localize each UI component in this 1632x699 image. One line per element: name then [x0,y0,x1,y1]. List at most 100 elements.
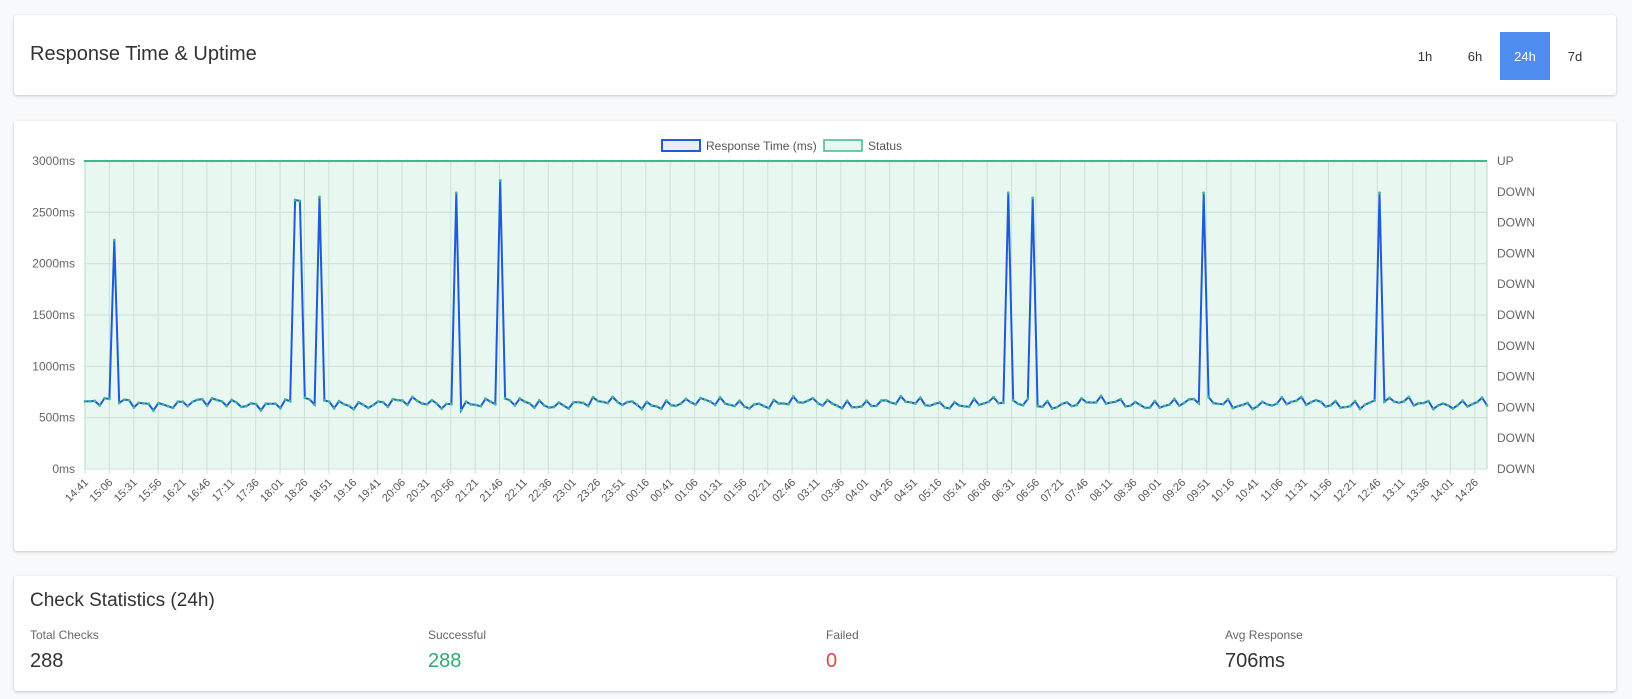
response-time-point [1099,394,1103,398]
response-time-point [181,400,185,404]
y2-tick-label: DOWN [1497,339,1535,353]
range-1h-button[interactable]: 1h [1400,32,1450,80]
status-point [816,159,819,163]
response-time-point [489,400,492,404]
x-tick-label: 09:51 [1185,477,1213,505]
response-time-point [425,402,429,406]
range-7d-button[interactable]: 7d [1550,32,1600,80]
status-point [1158,159,1161,163]
x-tick-label: 20:06 [380,477,408,505]
status-point [318,159,321,163]
x-tick-label: 04:26 [868,477,896,505]
status-point [943,159,946,163]
response-time-point [1456,403,1460,407]
response-time-point [557,401,561,404]
response-time-point [1334,399,1337,403]
response-time-point [142,402,146,405]
status-point [1363,159,1367,163]
response-time-point [708,400,712,403]
status-point [249,159,253,163]
status-point [933,159,937,163]
status-point [279,159,282,163]
response-time-point [1295,399,1298,403]
response-time-point [1182,401,1186,405]
response-time-point [1348,404,1352,408]
status-point [875,159,878,163]
response-time-point [943,406,947,409]
status-point [122,159,126,163]
x-tick-label: 01:31 [697,477,725,505]
x-tick-label: 17:11 [210,477,237,504]
y-tick-label: 3000ms [32,154,75,168]
response-time-point [230,398,233,402]
response-time-point [1256,405,1259,408]
response-time-point [205,404,209,408]
response-time-point [533,406,536,410]
status-point [494,159,497,163]
response-time-point [1451,407,1455,410]
response-time-point [1094,401,1098,404]
response-time-point [161,403,165,406]
response-time-point [1221,402,1225,406]
status-point [1353,159,1357,163]
response-time-point [1363,403,1367,407]
status-point [1451,159,1455,163]
response-time-point [435,402,439,405]
status-point [1285,159,1288,163]
response-time-point [811,396,815,400]
status-point [591,159,595,163]
x-tick-label: 07:46 [1063,477,1091,505]
response-time-point [1373,399,1377,402]
response-time-point [699,396,702,400]
response-time-point [1172,397,1176,401]
stat-label: Successful [428,628,487,642]
response-time-point [200,397,204,401]
status-point [914,159,917,163]
x-tick-label: 19:16 [331,477,359,505]
stat-value: 706ms [1225,650,1286,672]
x-tick-label: 01:56 [721,477,749,505]
response-time-point [103,396,106,400]
range-24h-button[interactable]: 24h [1500,32,1550,80]
x-tick-label: 04:51 [892,477,920,505]
response-time-point [1314,398,1318,402]
status-point [347,159,350,163]
response-time-point [410,395,414,399]
range-6h-button[interactable]: 6h [1450,32,1500,80]
response-time-point [235,401,238,404]
response-time-point [352,407,356,411]
status-point [1324,159,1327,163]
response-time-point [537,398,541,402]
status-point [630,159,634,163]
response-time-point [1143,406,1147,410]
y2-tick-label: DOWN [1497,370,1535,384]
response-time-point [1158,406,1162,409]
status-point [152,159,155,163]
response-time-point [151,409,155,412]
response-time-point [1368,401,1372,404]
response-time-point [967,405,971,409]
response-time-point [1153,399,1157,403]
status-point [1109,159,1113,163]
x-tick-label: 18:01 [258,477,286,505]
response-time-point [679,402,683,405]
response-time-point [1055,405,1059,409]
response-time-point [982,402,986,405]
status-point [1207,159,1210,163]
response-time-point [1128,404,1132,408]
response-time-point [166,404,170,408]
response-time-point [772,398,776,402]
response-time-point [117,401,121,405]
status-point [836,159,839,163]
response-time-point [186,404,189,408]
response-time-point [288,399,292,403]
status-point [396,159,399,163]
stat-value: 288 [30,650,64,672]
response-time-point [1246,401,1250,405]
status-point [1197,159,1200,163]
response-time-point [630,400,634,403]
x-tick-label: 12:46 [1355,477,1383,505]
response-time-point [1006,191,1010,195]
status-point [337,159,341,163]
response-time-point [874,404,878,408]
